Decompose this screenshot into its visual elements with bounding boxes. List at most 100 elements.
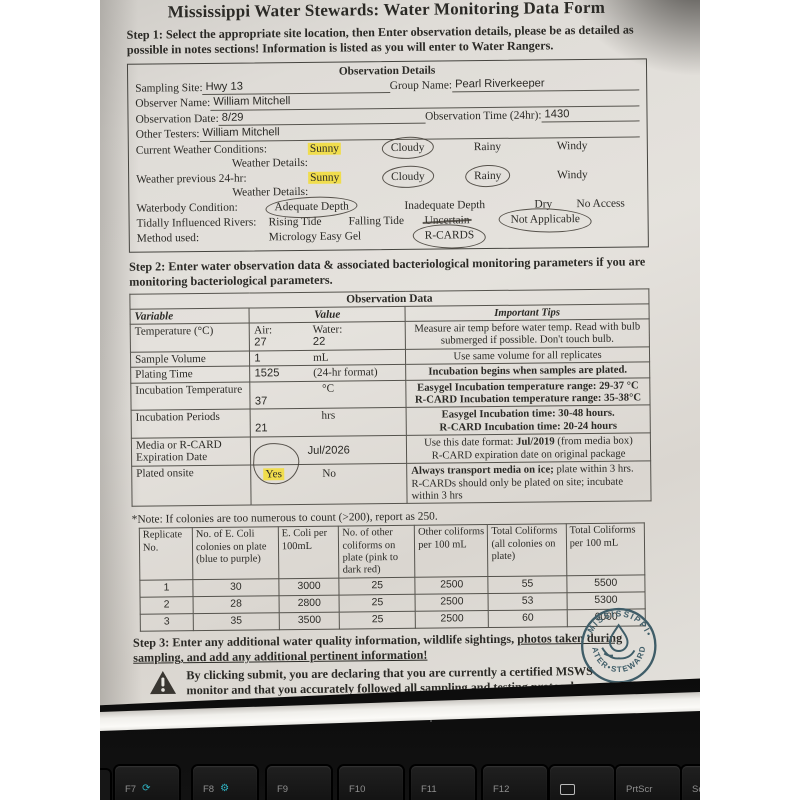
photo-of-form: F7 ⟳ F8 ⚙ F9 F10 F11 F12 PrtScr ScrLk Mi…: [100, 0, 700, 800]
form-content: Mississippi Water Stewards: Water Monito…: [126, 0, 653, 699]
value-cell: Yes No: [251, 463, 407, 505]
step3-text: Step 3: Enter any additional water quali…: [132, 631, 518, 650]
sample-volume-value: 1: [254, 352, 261, 365]
observation-details-box: Observation Details Sampling Site: Hwy 1…: [127, 58, 649, 252]
column-header-value: Value: [249, 306, 405, 323]
value-cell: hrs 21: [250, 408, 406, 437]
tidal-option-rising: Rising Tide: [268, 215, 322, 228]
key-label: F8: [203, 784, 215, 795]
tip-text: Use this date format:: [424, 436, 517, 449]
key-label: F7: [125, 784, 137, 795]
cell: 2500: [415, 611, 488, 629]
tip-line: R-CARD Incubation temperature range: 35-…: [414, 391, 642, 406]
weather-prev-label: Weather previous 24-hr:: [136, 172, 247, 186]
media-expiration-value: Jul/2026: [307, 444, 350, 457]
weather-option-windy: Windy: [556, 139, 588, 152]
plating-time-value: 1525: [254, 367, 280, 380]
pen-circle: Adequate Depth: [274, 200, 349, 213]
tip-cell: Easygel Incubation time: 30-48 hours. R-…: [406, 405, 650, 435]
cell: 2500: [415, 594, 488, 612]
observation-date-label: Observation Date:: [135, 112, 219, 126]
step3-instructions: Step 3: Enter any additional water quali…: [133, 630, 653, 665]
group-name-label: Group Name:: [389, 79, 453, 93]
cell: 35: [193, 613, 279, 631]
value-cell: Jul/2026: [251, 436, 407, 465]
table-row-plated-onsite: Plated onsite Yes No Always transport me…: [132, 461, 651, 507]
water-temp-value: 22: [312, 335, 326, 348]
tip-cell: Always transport media on ice; plate wit…: [407, 461, 651, 504]
variable-cell: Temperature (°C): [130, 323, 250, 352]
pen-circle: Cloudy: [390, 141, 425, 154]
weather-details-label: Weather Details:: [231, 156, 308, 170]
column-header: No. of E. Coli colonies on plate (blue t…: [192, 527, 278, 580]
keyboard-key-partial: [100, 770, 110, 800]
plated-onsite-yes: Yes: [256, 468, 323, 481]
value-cell: 1525 (24-hr format): [250, 365, 406, 382]
cell: 60: [489, 610, 567, 628]
cell: 30: [193, 579, 279, 597]
weather-prev-option-sunny: Sunny: [308, 169, 391, 186]
svg-text:•MISSISSIPPI•: •MISSISSIPPI•: [583, 608, 655, 639]
pen-circle: Cloudy: [391, 170, 425, 184]
variable-cell: Plating Time: [131, 366, 251, 383]
key-label: PrtScr: [626, 784, 653, 795]
key-label: F9: [277, 784, 289, 795]
cell: 1: [140, 580, 193, 598]
variable-cell: Sample Volume: [130, 351, 250, 368]
table-header-row: Replicate No. No. of E. Coli colonies on…: [139, 523, 645, 580]
plated-onsite-no: No: [322, 467, 337, 480]
declaration-row: By clicking submit, you are declaring th…: [133, 663, 653, 698]
observation-time-label: Observation Time (24hr):: [425, 109, 542, 123]
variable-cell: Incubation Periods: [131, 409, 251, 438]
keyboard-key-f8: F8 ⚙: [193, 766, 257, 800]
tip-text: (from media box): [554, 434, 633, 448]
pen-strike: Uncertain: [424, 213, 470, 227]
observer-name-label: Observer Name:: [135, 97, 211, 111]
weather-prev-option-windy: Windy: [557, 169, 588, 182]
sync-icon: ⟳: [142, 783, 151, 794]
keyboard-key-prtscr: PrtScr: [616, 766, 680, 800]
key-label: ScrLk: [692, 784, 700, 795]
cell: 53: [488, 593, 566, 611]
weather-details-label: Weather Details:: [232, 186, 309, 199]
paper-form: Mississippi Water Stewards: Water Monito…: [100, 0, 700, 726]
air-label: Air:: [254, 324, 273, 337]
logo-top-text: •MISSISSIPPI•: [583, 608, 655, 639]
unit-label: (24-hr format): [313, 366, 378, 380]
corner-shadow: [560, 0, 700, 81]
step2-instructions: Step 2: Enter water observation data & a…: [128, 254, 646, 289]
current-weather-label: Current Weather Conditions:: [135, 142, 268, 157]
tip-cell: Easygel Incubation temperature range: 29…: [406, 377, 650, 407]
column-header-variable: Variable: [130, 308, 250, 325]
value-cell: °C 37: [250, 380, 406, 409]
tip-bold-text: Jul/2019: [516, 435, 555, 449]
cell: 2: [140, 597, 193, 615]
incubation-temp-value: 37: [254, 395, 268, 408]
waterbody-option-no-access: No Access: [576, 197, 625, 210]
tidal-option-uncertain: Uncertain: [425, 212, 511, 228]
method-option-easygel: Micrology Easy Gel: [268, 229, 362, 243]
cell: 55: [488, 576, 566, 594]
msws-logo-stamp: •MISSISSIPPI• WATER•STEWARDS: [578, 604, 660, 686]
keyboard-key-scrlk: ScrLk: [682, 766, 700, 800]
column-header: E. Coli per 100mL: [278, 526, 339, 578]
keyboard-key-f9: F9: [267, 766, 331, 800]
keyboard-key-f10: F10: [339, 766, 403, 800]
method-option-rcards: R-CARDS: [425, 228, 475, 244]
highlight-mark: Sunny: [310, 171, 340, 185]
value-cell: Air: Water: 27 22: [250, 321, 406, 350]
waterbody-option-adequate: Adequate Depth: [274, 199, 404, 215]
key-label: F12: [493, 784, 510, 795]
cell: 25: [339, 594, 415, 612]
hand-water-drop-icon: [602, 625, 634, 658]
key-label: F11: [421, 784, 437, 795]
variable-cell: Plated onsite: [132, 465, 252, 506]
cell: 25: [339, 577, 415, 595]
tip-bold-text: Always transport media on ice;: [411, 463, 554, 477]
cell: 3000: [279, 578, 340, 596]
keyboard-key-f7: F7 ⟳: [115, 766, 179, 800]
cell: 3500: [279, 612, 340, 630]
tip-cell: Use this date format: Jul/2019 (from med…: [406, 433, 650, 463]
tip-cell: Measure air temp before water temp. Read…: [405, 319, 649, 349]
cell: 2800: [279, 595, 340, 613]
